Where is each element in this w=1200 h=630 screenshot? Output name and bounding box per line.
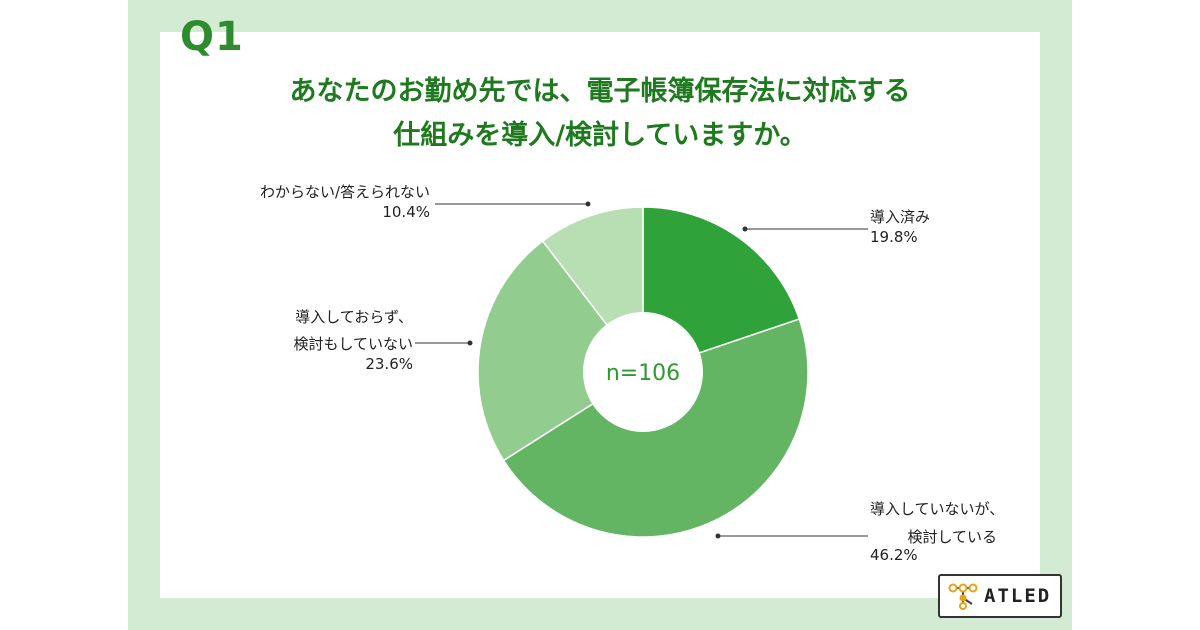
slice-label-s1-line2: 検討している [907, 528, 997, 546]
logo-text: ATLED [984, 585, 1052, 607]
leader-dot-s0 [742, 226, 748, 232]
leader-dot-s1 [715, 533, 721, 539]
question-title-line-2: 仕組みを導入/検討していますか。 [393, 120, 807, 151]
slice-label-s3: わからない/答えられない [260, 183, 430, 201]
slice-pct-s0: 19.8% [870, 228, 918, 246]
slice-label-s2-line1: 導入しておらず、 [295, 308, 413, 326]
question-title: あなたのお勤め先では、電子帳簿保存法に対応する 仕組みを導入/検討していますか。 [200, 70, 1000, 158]
donut-hole [583, 312, 703, 432]
logo-mark-icon [948, 583, 978, 610]
leader-dot-s2 [467, 340, 473, 346]
pie-slice-2 [477, 239, 645, 462]
question-title-line-1: あなたのお勤め先では、電子帳簿保存法に対応する [289, 76, 911, 107]
slice-pct-s1: 46.2% [870, 546, 918, 564]
slice-label-s2-line2: 検討もしていない [293, 335, 413, 353]
atled-logo: ATLED [938, 574, 1062, 618]
question-label: Q1 [180, 14, 244, 60]
slice-label-s1-line1: 導入していないが、 [870, 500, 1004, 518]
center-label: n=106 [606, 361, 680, 386]
leader-dot-s3 [585, 201, 591, 207]
slice-pct-s3: 10.4% [382, 203, 430, 221]
slice-label-s0: 導入済み [870, 208, 930, 226]
slice-pct-s2: 23.6% [365, 355, 413, 373]
